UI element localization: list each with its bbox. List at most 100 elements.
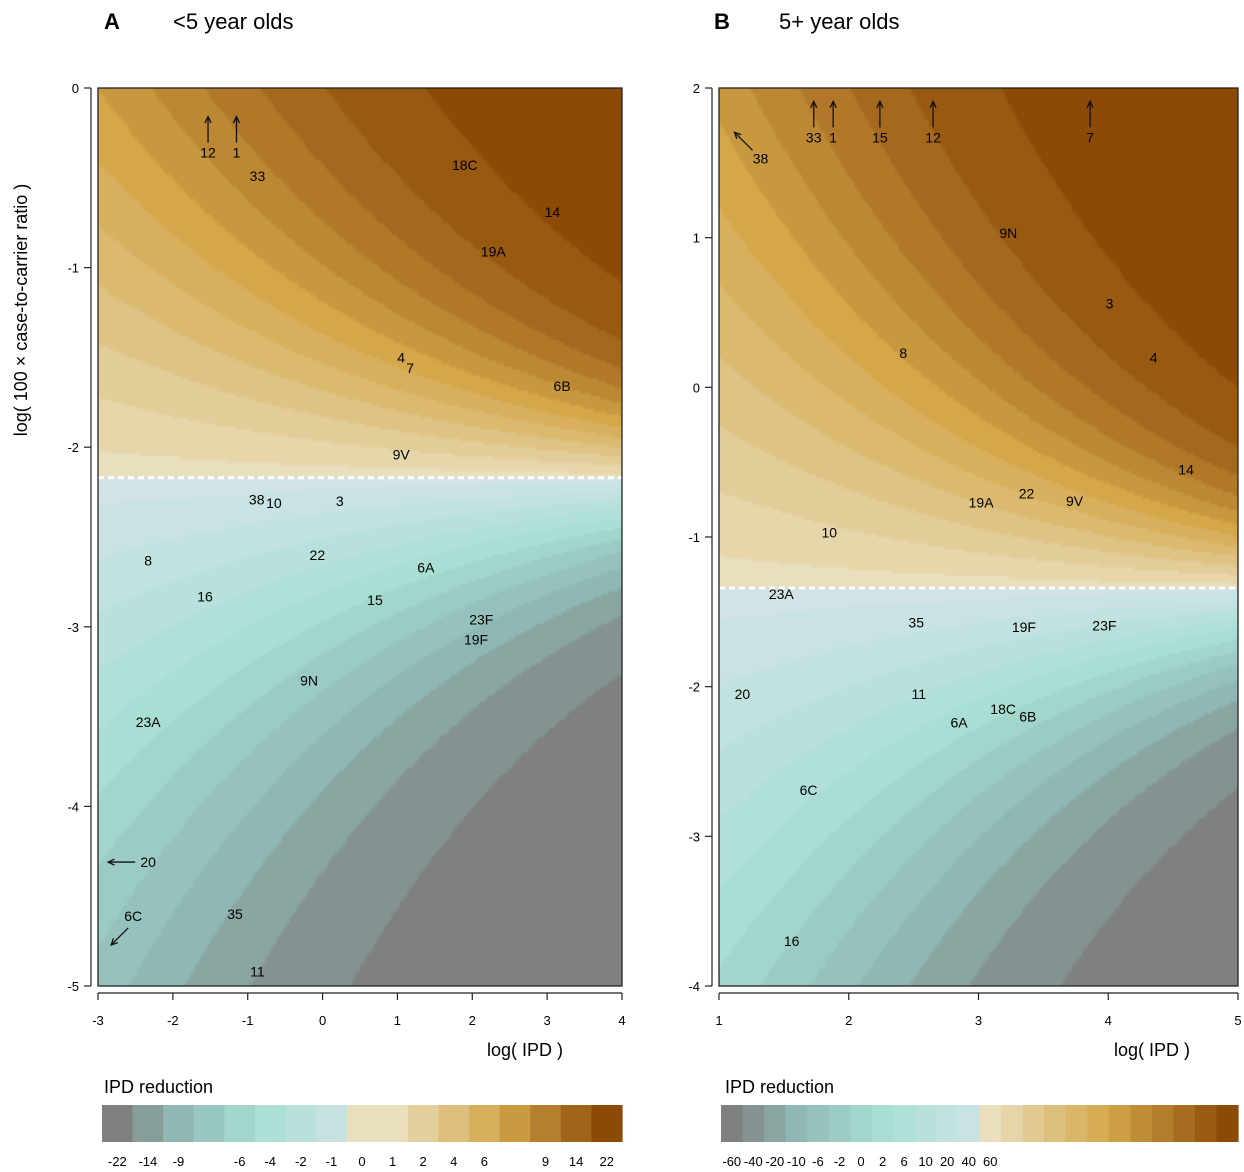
serotype-label: 8 xyxy=(899,345,907,361)
legend-color-bin xyxy=(407,1105,440,1142)
x-tick-label: 1 xyxy=(715,1013,722,1028)
legend-color-bin xyxy=(102,1105,134,1142)
legend-color-bin xyxy=(254,1105,287,1142)
serotype-label: 14 xyxy=(545,204,561,220)
legend-tick-label: -9 xyxy=(173,1154,185,1169)
legend-color-bin xyxy=(469,1105,501,1142)
legend-color-bin xyxy=(285,1105,317,1142)
y-tick-label: -4 xyxy=(67,799,79,814)
serotype-label: 12 xyxy=(200,145,216,161)
legend-tick-label: 9 xyxy=(542,1154,549,1169)
legend-color-bin xyxy=(914,1105,938,1142)
serotype-label: 4 xyxy=(1150,349,1158,365)
serotype-label: 6B xyxy=(1019,709,1036,725)
serotype-label: 3 xyxy=(1106,296,1114,312)
serotype-label: 20 xyxy=(735,686,751,702)
serotype-label: 8 xyxy=(144,552,152,568)
x-tick-label: 3 xyxy=(544,1013,551,1028)
legend-tick-label: 10 xyxy=(918,1154,932,1169)
legend-color-bin xyxy=(764,1105,787,1142)
legend-tick-label: -10 xyxy=(787,1154,806,1169)
serotype-label: 3 xyxy=(336,493,344,509)
legend-tick-label: 20 xyxy=(940,1154,954,1169)
serotype-label: 18C xyxy=(990,701,1016,717)
panel-b-heatmap-image xyxy=(719,88,1238,986)
panel-a-point-labels: 12 1 33 18C 14 19A 47 6B 9V 38 10 3 22 6A 8 16 15 23F 19F 9… xyxy=(106,115,571,980)
legend-color-bin xyxy=(224,1105,256,1142)
panel-b-letter: B xyxy=(714,9,730,34)
serotype-label: 35 xyxy=(908,614,924,630)
legend-tick-label: -2 xyxy=(834,1154,846,1169)
legend-tick-label: -14 xyxy=(138,1154,157,1169)
legend-color-bin xyxy=(1216,1105,1239,1142)
serotype-label: 19F xyxy=(464,631,488,647)
x-tick-label: 2 xyxy=(845,1013,852,1028)
serotype-label: 19A xyxy=(481,243,507,259)
x-tick-label: -2 xyxy=(167,1013,179,1028)
panel-a-y-axis-label: log( 100 × case-to-carrier ratio ) xyxy=(11,184,31,437)
y-tick-label: 1 xyxy=(693,231,700,246)
legend-tick-label: -6 xyxy=(234,1154,246,1169)
serotype-label: 23F xyxy=(1092,617,1116,633)
x-tick-label: 1 xyxy=(394,1013,401,1028)
x-tick-label: 4 xyxy=(1105,1013,1112,1028)
legend-color-bin xyxy=(132,1105,164,1142)
legend-tick-label: -4 xyxy=(264,1154,276,1169)
serotype-label: 22 xyxy=(310,547,326,563)
legend-tick-label: 40 xyxy=(961,1154,975,1169)
off-scale-arrow-icon xyxy=(204,115,212,143)
panel-a: A <5 year olds -3 -2 -1 0 1 2 3 40-1-2-3-4-5 12… xyxy=(11,9,626,1169)
panel-a-heatmap xyxy=(98,88,622,986)
y-tick-label: 0 xyxy=(72,81,79,96)
legend-tick-label: 2 xyxy=(879,1154,886,1169)
legend-color-bin xyxy=(316,1105,348,1142)
serotype-label: 7 xyxy=(1086,129,1094,145)
x-tick-label: 2 xyxy=(469,1013,476,1028)
serotype-label: 35 xyxy=(227,906,243,922)
panel-a-plot-frame xyxy=(97,87,623,987)
off-scale-arrow-icon xyxy=(106,858,136,866)
serotype-label: 6A xyxy=(417,560,435,576)
legend-color-bin xyxy=(893,1105,916,1142)
serotype-label: 33 xyxy=(806,129,822,145)
y-tick-label: -5 xyxy=(67,979,79,994)
serotype-label: 6C xyxy=(800,782,818,798)
legend-tick-label: 60 xyxy=(983,1154,997,1169)
serotype-label: 19F xyxy=(1012,619,1036,635)
legend-color-bin xyxy=(742,1105,765,1142)
panel-a-legend-title: IPD reduction xyxy=(104,1077,213,1097)
legend-tick-label: -1 xyxy=(326,1154,338,1169)
serotype-label: 16 xyxy=(784,933,800,949)
legend-tick-label: 0 xyxy=(358,1154,365,1169)
legend-color-bin xyxy=(591,1105,623,1142)
serotype-label: 23F xyxy=(469,612,493,628)
serotype-label: 38 xyxy=(249,491,265,507)
off-scale-arrow-icon xyxy=(810,99,818,128)
legend-color-bin xyxy=(1194,1105,1218,1142)
serotype-label: 10 xyxy=(266,495,282,511)
serotype-label: 38 xyxy=(753,150,769,166)
legend-color-bin xyxy=(936,1105,959,1142)
serotype-label: 14 xyxy=(1178,462,1194,478)
serotype-label: 11 xyxy=(250,964,265,980)
off-scale-arrow-icon xyxy=(232,115,241,143)
legend-color-bin xyxy=(530,1105,562,1142)
serotype-label: 16 xyxy=(197,588,213,604)
legend-color-bin xyxy=(1173,1105,1196,1142)
serotype-label: 9N xyxy=(300,673,318,689)
legend-tick-label: -40 xyxy=(744,1154,763,1169)
y-tick-label: -1 xyxy=(688,530,700,545)
x-tick-label: 4 xyxy=(618,1013,625,1028)
x-tick-label: -1 xyxy=(242,1013,254,1028)
serotype-label: 18C xyxy=(452,157,478,173)
legend-tick-label: 1 xyxy=(389,1154,396,1169)
legend-tick-label: 0 xyxy=(857,1154,864,1169)
serotype-label: 22 xyxy=(1019,486,1035,502)
legend-tick-label: -20 xyxy=(765,1154,784,1169)
legend-color-bin xyxy=(346,1105,378,1142)
y-tick-label: -1 xyxy=(67,261,79,276)
